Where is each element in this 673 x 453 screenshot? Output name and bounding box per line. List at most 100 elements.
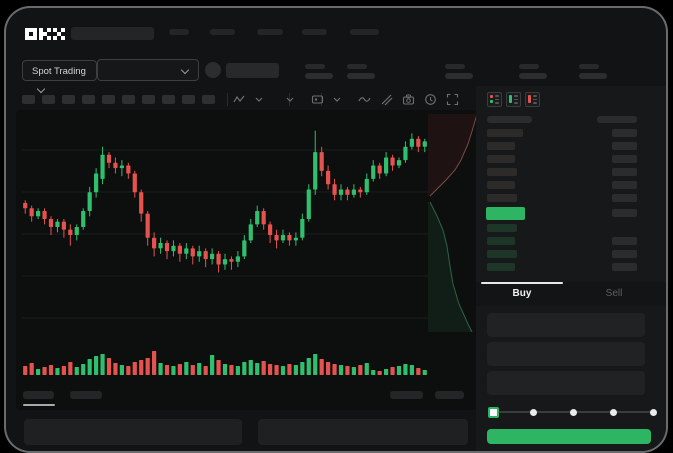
- toolbar-divider: [289, 93, 290, 106]
- chart-tools: [233, 93, 459, 106]
- bid-amount-placeholder: [612, 237, 637, 245]
- timeframe-button-placeholder[interactable]: [62, 95, 75, 104]
- timeframe-button-placeholder[interactable]: [102, 95, 115, 104]
- app-window: Spot Trading: [4, 6, 668, 453]
- ask-price-placeholder: [487, 181, 515, 189]
- ask-price-placeholder: [487, 129, 523, 137]
- timeframe-button-placeholder[interactable]: [182, 95, 195, 104]
- bid-amount-placeholder: [612, 250, 637, 258]
- total-input-placeholder[interactable]: [487, 371, 645, 395]
- buy-submit-button[interactable]: [487, 429, 651, 444]
- ask-amount-placeholder: [612, 142, 637, 150]
- ask-amount-placeholder: [612, 181, 637, 189]
- indicator-box-icon[interactable]: [311, 93, 324, 106]
- bottom-panel-placeholder[interactable]: [24, 419, 242, 445]
- nav-item-placeholder[interactable]: [350, 29, 379, 35]
- bottom-action-placeholder[interactable]: [435, 391, 464, 399]
- chevron-down-icon: [36, 84, 46, 94]
- ask-price-placeholder: [487, 142, 515, 150]
- buy-tab-underline: [481, 282, 563, 284]
- amount-input-placeholder[interactable]: [487, 342, 645, 366]
- ask-price-placeholder: [487, 194, 517, 202]
- stat-label-placeholder: [519, 64, 539, 69]
- pair-name-placeholder: [226, 63, 279, 78]
- toolbar-divider: [321, 93, 322, 106]
- zigzag-indicator-icon[interactable]: [233, 93, 246, 106]
- chevron-down-icon: [180, 65, 190, 75]
- amount-slider[interactable]: [488, 405, 657, 419]
- stat-label-placeholder: [305, 64, 325, 69]
- ask-amount-placeholder: [612, 155, 637, 163]
- camera-icon[interactable]: [402, 93, 415, 106]
- timeframe-button-placeholder[interactable]: [82, 95, 95, 104]
- depth-chart[interactable]: [428, 114, 480, 334]
- price-input-placeholder[interactable]: [487, 313, 645, 337]
- last-price-highlight[interactable]: [486, 207, 525, 220]
- ask-price-placeholder: [487, 155, 515, 163]
- timeframe-button-placeholder[interactable]: [22, 95, 35, 104]
- bid-price-placeholder: [487, 263, 515, 271]
- volume-bars[interactable]: [22, 342, 428, 376]
- nav-item-placeholder[interactable]: [210, 29, 235, 35]
- nav-item-placeholder[interactable]: [257, 29, 283, 35]
- timeframe-button-placeholder[interactable]: [202, 95, 215, 104]
- tab-sell[interactable]: Sell: [605, 288, 623, 299]
- nav-item-placeholder[interactable]: [169, 29, 189, 35]
- ask-amount-placeholder: [612, 194, 637, 202]
- book-split-view-icon[interactable]: [487, 92, 502, 107]
- slider-stop[interactable]: [650, 409, 657, 416]
- active-tab-underline: [23, 404, 55, 406]
- chevron-down-icon[interactable]: [286, 93, 294, 106]
- bottom-panel-placeholder[interactable]: [258, 419, 468, 445]
- ruler-icon[interactable]: [380, 93, 393, 106]
- stat-label-placeholder: [347, 64, 367, 69]
- stat-value-placeholder: [519, 73, 547, 79]
- orderbook-view-toggles: [487, 92, 540, 107]
- bid-price-placeholder: [487, 237, 515, 245]
- bottom-tab-placeholder[interactable]: [70, 391, 102, 399]
- chart-background: [16, 110, 480, 410]
- timeframe-button-placeholder[interactable]: [162, 95, 175, 104]
- bid-price-placeholder: [487, 250, 517, 258]
- coin-avatar: [205, 62, 221, 78]
- ask-amount-placeholder: [612, 168, 637, 176]
- market-type-label: Spot Trading: [32, 66, 86, 77]
- nav-item-placeholder[interactable]: [302, 29, 327, 35]
- chevron-down-icon[interactable]: [333, 93, 341, 106]
- candlestick-chart[interactable]: [22, 114, 428, 334]
- stat-value-placeholder: [445, 73, 473, 79]
- okx-logo[interactable]: [25, 28, 65, 40]
- ask-price-placeholder: [487, 168, 517, 176]
- stat-label-placeholder: [445, 64, 465, 69]
- chevron-down-icon[interactable]: [255, 93, 263, 106]
- stat-label-placeholder: [579, 64, 599, 69]
- last-price-amount-placeholder: [612, 209, 637, 217]
- bid-amount-placeholder: [612, 263, 637, 271]
- fullscreen-icon[interactable]: [446, 93, 459, 106]
- slider-handle-active[interactable]: [488, 407, 499, 418]
- tab-buy[interactable]: Buy: [512, 288, 532, 299]
- toolbar-divider: [227, 93, 228, 106]
- pair-dropdown[interactable]: [97, 59, 199, 81]
- stat-value-placeholder: [305, 73, 333, 79]
- bottom-action-placeholder[interactable]: [390, 391, 423, 399]
- orderbook-header-amount: [597, 116, 637, 123]
- slider-stop[interactable]: [610, 409, 617, 416]
- orderbook-header-price: [487, 116, 532, 123]
- timeframe-button-placeholder[interactable]: [142, 95, 155, 104]
- bottom-tab-placeholder[interactable]: [23, 391, 54, 399]
- stat-value-placeholder: [347, 73, 375, 79]
- slider-stop[interactable]: [530, 409, 537, 416]
- line-type-icon[interactable]: [358, 93, 371, 106]
- nav-item-placeholder[interactable]: [71, 27, 154, 40]
- timeframe-button-placeholder[interactable]: [122, 95, 135, 104]
- book-asks-view-icon[interactable]: [525, 92, 540, 107]
- book-bids-view-icon[interactable]: [506, 92, 521, 107]
- ask-amount-placeholder: [612, 129, 637, 137]
- trade-tab-strip: Buy Sell: [476, 282, 666, 306]
- timeframe-button-placeholder[interactable]: [42, 95, 55, 104]
- stat-value-placeholder: [579, 73, 607, 79]
- clock-icon[interactable]: [424, 93, 437, 106]
- slider-stop[interactable]: [570, 409, 577, 416]
- market-type-dropdown[interactable]: Spot Trading: [22, 60, 97, 94]
